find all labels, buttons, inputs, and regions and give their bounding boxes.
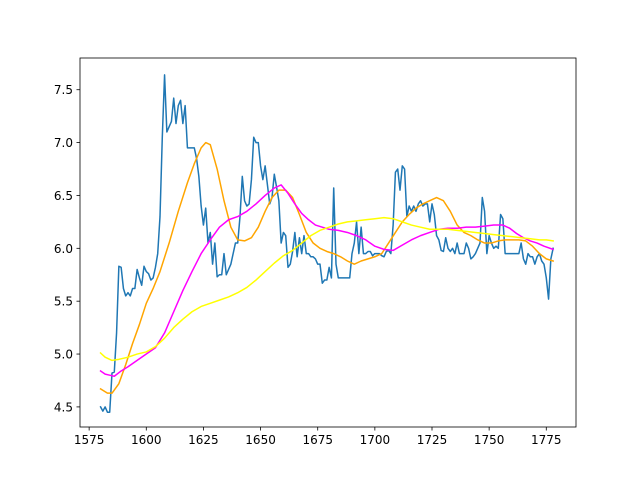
y-tick-label: 5.5 — [54, 295, 73, 309]
y-tick-label: 6.0 — [54, 242, 73, 256]
axes-layer: 1575 1600 1625 1650 1675 1700 1725 1750 1775 4.5 5… — [54, 57, 577, 447]
series-line-3 — [99, 184, 555, 377]
x-tick-label: 1700 — [360, 433, 391, 447]
y-tick-label: 7.0 — [54, 136, 73, 150]
x-tick-label: 1600 — [131, 433, 162, 447]
x-tick-label: 1650 — [245, 433, 276, 447]
series-line-2 — [99, 141, 555, 394]
series-line-1 — [99, 74, 555, 413]
y-tick-label: 6.5 — [54, 189, 73, 203]
y-tick-label: 5.0 — [54, 348, 73, 362]
x-tick-label: 1775 — [531, 433, 562, 447]
series-line-4 — [99, 216, 554, 362]
series-layer — [99, 74, 555, 413]
x-tick-label: 1575 — [74, 433, 105, 447]
x-tick-label: 1725 — [417, 433, 448, 447]
x-tick-label: 1625 — [188, 433, 219, 447]
y-tick-label: 4.5 — [54, 400, 73, 414]
x-tick-label: 1750 — [474, 433, 505, 447]
x-tick-label: 1675 — [302, 433, 333, 447]
plot-frame — [79, 57, 577, 428]
y-tick-label: 7.5 — [54, 83, 73, 97]
